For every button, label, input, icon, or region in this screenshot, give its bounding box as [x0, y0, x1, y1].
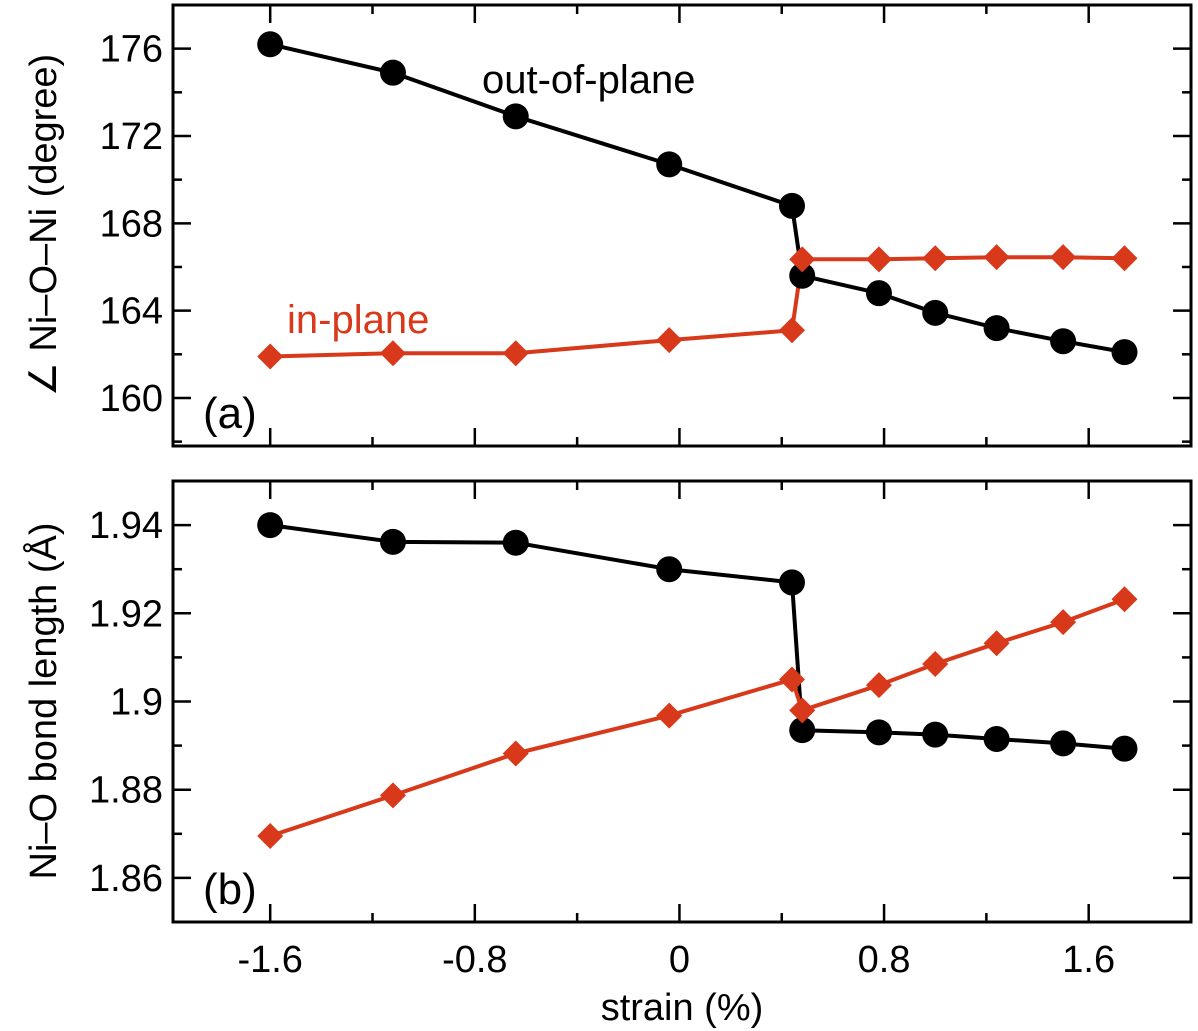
y-tick-label: 1.92: [89, 593, 163, 635]
data-point-in-plane: [865, 672, 892, 699]
panel-b: 1.86 1.88 1.9 1.92 1.94 -1.6 -0.8 0 0.8 1.6 Ni–O…: [21, 479, 1193, 1029]
y-tick-label: 1.86: [89, 858, 163, 900]
x-tick-label: -0.8: [442, 939, 507, 981]
panel-b-markers: [257, 512, 1138, 850]
data-point-in-plane: [257, 343, 284, 370]
data-point-out-of-plane: [1111, 339, 1138, 366]
y-tick-label: 1.88: [89, 770, 163, 812]
data-point-out-of-plane: [789, 262, 816, 289]
y-tick-label: 168: [100, 203, 163, 245]
data-point-out-of-plane: [1111, 735, 1138, 762]
x-tick-label: 0.8: [858, 939, 911, 981]
x-tick-label: -1.6: [237, 939, 302, 981]
data-point-in-plane: [865, 246, 892, 273]
data-point-in-plane: [983, 244, 1010, 271]
y-tick-label: 1.94: [89, 505, 163, 547]
y-tick-label: 160: [100, 378, 163, 420]
data-point-in-plane: [379, 782, 406, 809]
x-tick-labels: -1.6 -0.8 0 0.8 1.6: [237, 939, 1115, 981]
data-point-in-plane: [922, 651, 949, 678]
data-point-out-of-plane: [656, 151, 683, 178]
data-point-out-of-plane: [257, 31, 284, 58]
panel-b-y-tick-labels: 1.86 1.88 1.9 1.92 1.94: [89, 505, 163, 900]
y-tick-label: 176: [100, 29, 163, 71]
y-tick-label: 164: [100, 291, 163, 333]
panel-a-y-tick-labels: 160 164 168 172 176: [100, 29, 163, 420]
data-point-out-of-plane: [379, 59, 406, 86]
data-point-in-plane: [922, 245, 949, 272]
data-point-in-plane: [1111, 245, 1138, 272]
data-point-in-plane: [778, 666, 805, 693]
data-point-out-of-plane: [778, 192, 805, 219]
data-point-out-of-plane: [502, 103, 529, 130]
data-point-out-of-plane: [379, 528, 406, 555]
data-point-in-plane: [789, 246, 816, 273]
data-point-out-of-plane: [257, 512, 284, 539]
panel-b-y-axis-label: Ni–O bond length (Å): [21, 523, 65, 880]
data-point-out-of-plane: [922, 721, 949, 748]
data-point-in-plane: [778, 317, 805, 344]
data-point-in-plane: [502, 340, 529, 367]
data-point-out-of-plane: [1050, 730, 1077, 757]
data-point-out-of-plane: [656, 556, 683, 583]
data-point-out-of-plane: [922, 299, 949, 326]
annotation-in-plane: in-plane: [287, 298, 429, 342]
data-point-out-of-plane: [502, 529, 529, 556]
data-point-out-of-plane: [983, 315, 1010, 342]
data-point-in-plane: [789, 697, 816, 724]
data-point-in-plane: [656, 702, 683, 729]
data-point-in-plane: [1111, 586, 1138, 613]
x-tick-label: 1.6: [1062, 939, 1115, 981]
panel-a-y-axis-label: ∠ Ni–O–Ni (degree): [23, 54, 65, 396]
data-point-in-plane: [656, 327, 683, 354]
panel-b-frame: [171, 479, 1193, 924]
panel-a-label: (a): [203, 389, 257, 438]
data-point-out-of-plane: [865, 280, 892, 307]
x-tick-label: 0: [669, 939, 690, 981]
panel-a-frame: [171, 3, 1193, 448]
data-point-in-plane: [1050, 609, 1077, 636]
data-point-in-plane: [983, 630, 1010, 657]
data-point-out-of-plane: [1050, 328, 1077, 355]
panel-b-grid-ticks: [173, 479, 1193, 924]
data-point-in-plane: [257, 823, 284, 850]
data-point-out-of-plane: [778, 569, 805, 596]
data-point-out-of-plane: [865, 719, 892, 746]
data-point-out-of-plane: [789, 717, 816, 744]
data-point-out-of-plane: [983, 725, 1010, 752]
data-point-in-plane: [1050, 244, 1077, 271]
panel-a-markers: [257, 31, 1138, 370]
panel-b-label: (b): [203, 865, 257, 914]
annotation-out-of-plane: out-of-plane: [482, 58, 695, 102]
data-point-in-plane: [502, 740, 529, 767]
x-axis-label: strain (%): [601, 987, 764, 1029]
data-point-in-plane: [379, 340, 406, 367]
y-tick-label: 172: [100, 116, 163, 158]
panel-a: 160 164 168 172 176 ∠ Ni–O–Ni (degree) (a) o…: [23, 3, 1193, 448]
y-tick-label: 1.9: [110, 682, 163, 724]
